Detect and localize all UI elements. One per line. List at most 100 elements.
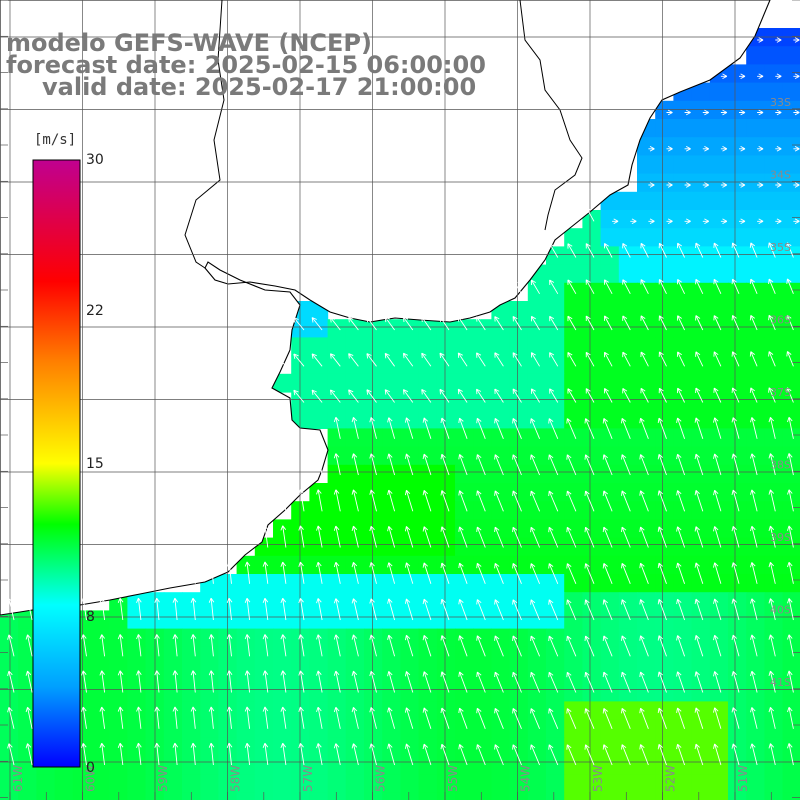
wind-arrow [549,388,559,403]
wind-arrow [775,218,782,224]
wind-arrow [612,218,619,224]
wind-arrow [768,351,776,367]
wind-arrow [787,489,794,512]
wind-arrow [81,743,87,766]
wind-arrow [566,563,577,584]
wind-arrow [602,526,613,548]
wind-arrow [566,418,577,439]
wind-arrow [768,489,776,512]
wind-arrow [676,417,686,439]
wind-arrow [584,708,595,729]
wind-arrow [311,353,323,367]
wind-arrow [494,744,504,766]
wind-arrow [585,351,595,367]
wind-arrow [293,389,305,403]
wind-arrow [757,146,764,152]
wind-arrow [440,526,450,548]
wind-arrow [621,599,631,621]
wind-arrow [604,279,613,295]
wind-arrow [351,706,359,729]
wind-arrow [602,599,613,621]
wind-arrow [530,315,540,331]
wind-arrow [567,279,577,295]
wind-arrow [694,671,704,693]
wind-arrow [676,743,686,766]
wind-arrow [351,453,359,476]
wind-arrow [458,707,468,729]
wind-arrow [280,670,287,693]
wind-arrow [602,490,613,512]
wind-arrow [621,454,631,476]
wind-arrow [440,743,450,766]
wind-arrow [768,278,776,294]
wind-arrow [172,634,179,657]
wind-arrow [404,417,414,439]
wind-arrow [731,743,740,766]
wind-arrow [630,218,637,224]
wind-arrow [622,388,631,403]
wind-arrow [676,279,686,294]
wind-arrow [476,490,486,512]
wind-arrow [226,670,233,693]
wind-arrow [713,562,722,584]
wind-arrow [749,278,758,294]
wind-arrow [666,182,673,188]
wind-arrow [316,525,323,548]
wind-arrow [316,670,323,693]
wind-arrow [494,454,504,476]
wind-arrow [713,526,722,548]
wind-arrow [190,597,197,621]
wind-arrow [208,670,215,693]
wind-arrow [190,670,197,693]
wind-arrow [622,315,631,331]
wind-arrow [190,706,197,729]
wind-arrow [298,743,305,766]
wind-arrow [494,316,504,331]
wind-arrow [387,417,396,439]
wind-arrow [640,351,649,367]
wind-arrow [369,634,377,657]
wind-arrow [676,635,686,657]
wind-arrow [476,526,486,548]
wind-arrow [476,635,486,657]
wind-arrow [787,634,794,657]
wind-arrow [154,670,160,693]
wind-arrow [731,242,740,258]
wind-arrow [713,351,722,367]
wind-arrow [749,351,758,367]
wind-arrow [7,634,15,657]
wind-arrow [384,316,395,331]
wind-arrow [404,526,414,548]
wind-arrow [494,707,504,729]
wind-arrow [548,418,559,439]
wind-arrow [584,744,595,766]
wind-arrow [404,671,414,693]
wind-arrow [657,743,667,766]
wind-arrow [476,744,486,766]
wind-arrow [604,388,613,403]
longitude-label: 54W [519,765,533,792]
wind-arrow [676,242,686,258]
wind-arrow [549,279,559,295]
wind-arrow [548,454,559,476]
latitude-label: 38S [770,459,791,472]
river-line [519,0,583,231]
wind-arrow [458,490,468,512]
wind-arrow [369,562,377,584]
wind-arrow [750,562,758,584]
latitude-label: 39S [770,531,791,544]
wind-arrow [494,635,504,657]
longitude-label: 56W [374,765,388,792]
valid-date: valid date: 2025-02-17 21:00:00 [42,73,477,101]
wind-arrow [530,671,541,693]
wind-arrow [226,706,233,729]
colorbar-tick-22: 22 [86,303,104,319]
wind-arrow [298,561,305,584]
wind-arrow [512,526,522,548]
wind-arrow [657,453,667,476]
wind-arrow [676,707,686,729]
wind-arrow [702,146,710,152]
wind-arrow [694,743,704,766]
wind-arrow [208,706,215,729]
